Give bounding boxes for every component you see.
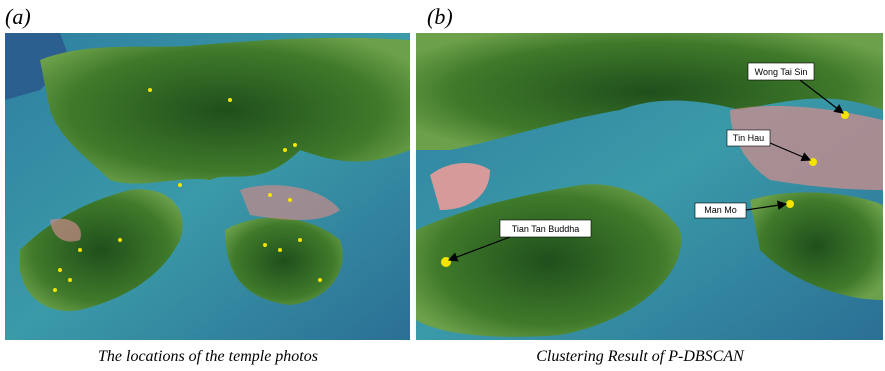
label: Wong Tai Sin bbox=[755, 67, 808, 77]
label: Tian Tan Buddha bbox=[512, 224, 580, 234]
figure: Wong Tai Sin Tin Hau Man Mo Tian Tan Bud… bbox=[0, 0, 885, 371]
map-a bbox=[5, 33, 410, 340]
map-b: Wong Tai Sin Tin Hau Man Mo Tian Tan Bud… bbox=[416, 33, 883, 340]
caption: Clustering Result of P-DBSCAN bbox=[536, 348, 745, 365]
label: Man Mo bbox=[704, 205, 737, 215]
label: Tin Hau bbox=[733, 133, 764, 143]
caption: The locations of the temple photos bbox=[98, 348, 318, 365]
panel-tag: (b) bbox=[427, 4, 453, 29]
panel-tag: (a) bbox=[5, 4, 31, 29]
